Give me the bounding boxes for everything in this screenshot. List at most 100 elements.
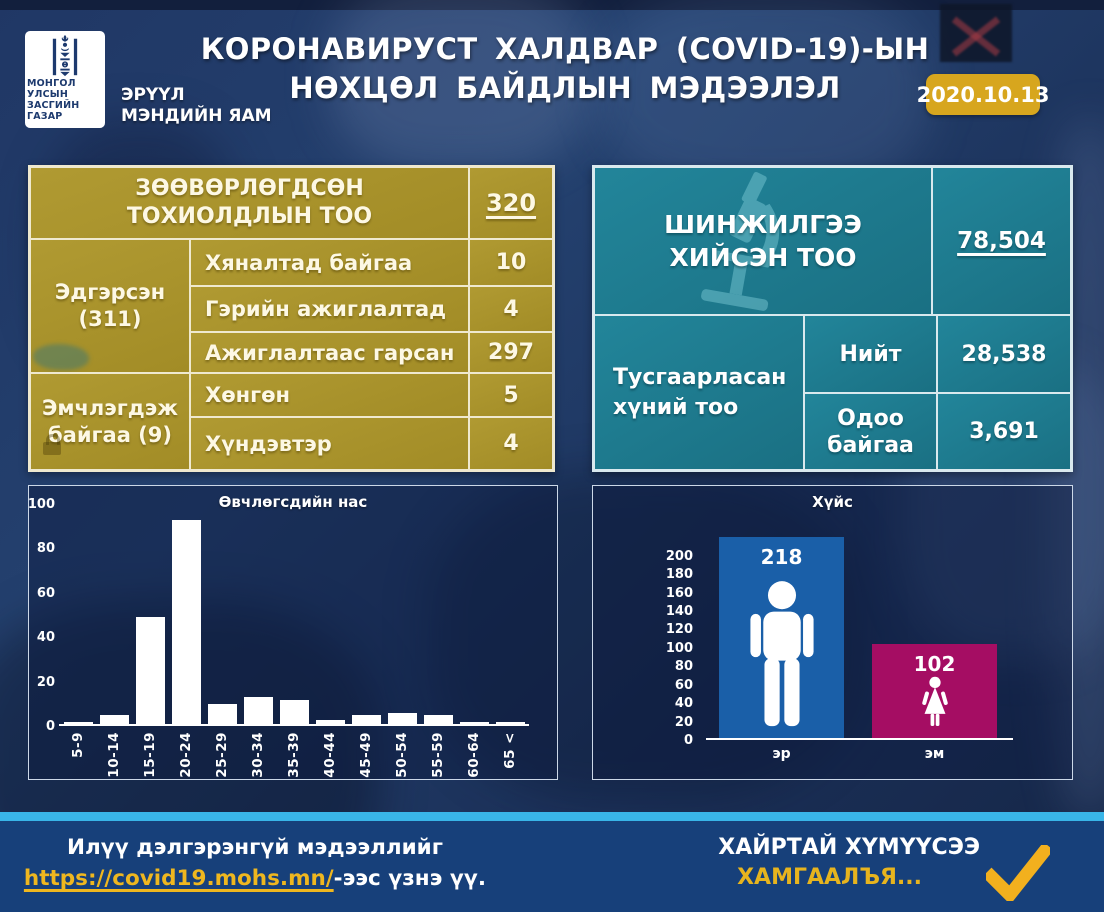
covid-site-link[interactable]: https://covid19.mohs.mn/	[23, 866, 334, 891]
row-label: Ажиглалтаас гарсан	[191, 333, 468, 372]
age-chart-yaxis: 0 20 40 60 80 100	[28, 497, 55, 734]
footer: Илүү дэлгэрэнгүй мэдээллийг https://covi…	[0, 821, 1104, 912]
hand-watermark	[33, 344, 89, 370]
microscope-icon	[701, 171, 780, 311]
checkmark-icon	[986, 845, 1050, 901]
government-logo: МОНГОЛ УЛСЫН ЗАСГИЙН ГАЗАР	[25, 31, 105, 128]
gender-chart-panel: Хүйс 0 20 40 60 80 100 120 140 160 180 200 218 102	[592, 485, 1073, 780]
slogan-line1: ХАЙРТАЙ ХҮМҮҮСЭЭ	[718, 835, 980, 860]
row-label: Хүндэвтэр	[191, 418, 468, 469]
gender-chart-plot: 218 102	[706, 528, 1013, 762]
age-xlabel: 40-44	[322, 732, 338, 778]
age-ytick: 20	[36, 674, 55, 690]
isolated-people-label: Тусгаарласан хүний тоо	[595, 316, 803, 469]
gender-ytick: 20	[674, 714, 693, 730]
age-xlabel: 50-54	[394, 732, 410, 778]
age-xlabel: 65 <	[502, 732, 518, 769]
logo-org-line1: МОНГОЛ УЛСЫН	[27, 78, 76, 100]
confirmed-total-value: 320	[470, 168, 552, 238]
row-value: 4	[470, 287, 552, 331]
title-line2: НӨХЦӨЛ БАЙДЛЫН МЭДЭЭЛЭЛ	[289, 71, 841, 105]
male-value: 218	[760, 545, 803, 570]
age-xlabel: 30-34	[250, 732, 266, 778]
age-xlabel: 25-29	[214, 732, 230, 778]
background-photo-blob	[600, 0, 930, 190]
ministry-name: ЭРҮҮЛ МЭНДИЙН ЯАМ	[121, 85, 272, 126]
gender-ytick: 60	[674, 677, 693, 693]
soyombo-icon	[52, 35, 78, 77]
age-xlabel: 55-59	[430, 732, 446, 778]
row-value: 10	[470, 240, 552, 285]
recovered-group-label: Эдгэрсэн (311)	[31, 240, 189, 372]
age-bar-65 <	[495, 721, 525, 724]
age-bar-20-24	[171, 519, 201, 724]
background-photo-blob	[330, 0, 590, 170]
age-ytick: 80	[36, 541, 55, 557]
age-ytick: 100	[27, 497, 55, 512]
female-category-label: эм	[924, 746, 945, 762]
age-chart-title: Өвчлөгсдийн нас	[218, 493, 368, 511]
gender-chart-yaxis: 0 20 40 60 80 100 120 140 160 180 200	[651, 528, 699, 748]
age-xlabel: 35-39	[286, 732, 302, 778]
age-bar-15-19	[135, 617, 165, 724]
confirmed-cases-table: ЗӨӨВӨРЛӨГДСӨН ТОХИОЛДЛЫН ТОО 320 Эдгэрсэ…	[28, 165, 555, 472]
age-chart-bars	[59, 504, 529, 726]
tests-performed-value: 78,504	[933, 168, 1070, 314]
row-label: Нийт	[805, 316, 936, 392]
male-icon	[749, 581, 814, 727]
age-ytick: 40	[36, 630, 55, 646]
background-x-sign	[940, 4, 1012, 62]
age-bar-10-14	[99, 715, 129, 724]
row-label: Хөнгөн	[191, 374, 468, 416]
gender-ytick: 80	[674, 659, 693, 675]
row-label: Хяналтад байгаа	[191, 240, 468, 285]
age-xlabel: 10-14	[106, 732, 122, 778]
age-bar-30-34	[243, 697, 273, 724]
age-bar-55-59	[423, 715, 453, 724]
age-ytick: 60	[36, 585, 55, 601]
footer-slogan: ХАЙРТАЙ ХҮМҮҮСЭЭ ХАМГААЛЪЯ...	[660, 833, 980, 893]
female-value: 102	[913, 651, 956, 676]
confirmed-table-title: ЗӨӨВӨРЛӨГДСӨН ТОХИОЛДЛЫН ТОО	[31, 168, 468, 238]
age-ytick: 0	[45, 719, 55, 734]
footer-info-suffix: -ээс үзнэ үү.	[333, 866, 487, 891]
age-bar-35-39	[279, 699, 309, 724]
gender-ytick: 100	[665, 640, 693, 656]
male-category-label: эр	[772, 746, 791, 762]
row-value: 28,538	[938, 316, 1070, 392]
footer-accent-strip	[0, 812, 1104, 821]
row-value: 297	[470, 333, 552, 372]
top-strip	[0, 0, 1104, 10]
female-icon	[921, 676, 948, 726]
row-value: 5	[470, 374, 552, 416]
page-title: КОРОНАВИРУСТ ХАЛДВАР (COVID-19)-ЫН НӨХЦӨ…	[170, 30, 960, 108]
logo-org-line2: ЗАСГИЙН ГАЗАР	[27, 100, 80, 122]
age-xlabel: 15-19	[142, 732, 158, 778]
footer-info-line1: Илүү дэлгэрэнгүй мэдээллийг	[67, 835, 443, 860]
gender-ytick: 40	[674, 696, 693, 712]
row-label: Гэрийн ажиглалтад	[191, 287, 468, 331]
slogan-line2: ХАМГААЛЪЯ...	[737, 865, 922, 890]
gender-ytick: 0	[683, 733, 693, 748]
title-line1: КОРОНАВИРУСТ ХАЛДВАР (COVID-19)-ЫН	[200, 32, 930, 66]
gender-ytick: 140	[665, 603, 693, 619]
age-xlabel: 20-24	[178, 732, 194, 778]
age-bar-25-29	[207, 704, 237, 724]
testing-table: ШИНЖИЛГЭЭ ХИЙСЭН ТОО 78,504 Тусгаарласан…	[592, 165, 1073, 472]
age-bar-60-64	[459, 721, 489, 724]
age-xlabel: 5-9	[70, 732, 86, 758]
age-bar-45-49	[351, 715, 381, 724]
date-badge: 2020.10.13	[917, 74, 1049, 115]
age-bar-50-54	[387, 712, 417, 724]
row-value: 3,691	[938, 394, 1070, 469]
lock-watermark	[43, 434, 61, 455]
age-bar-5-9	[63, 721, 93, 724]
footer-info: Илүү дэлгэрэнгүй мэдээллийг https://covi…	[20, 832, 490, 894]
gender-ytick: 200	[665, 548, 693, 564]
male-bar: 218	[719, 537, 844, 738]
row-value: 4	[470, 418, 552, 469]
age-chart-xlabels: 5-9 10-14 15-19 20-24 25-29 30-34 35-39 40-44 45…	[59, 732, 529, 778]
footer-info-line2: https://covid19.mohs.mn/-ээс үзнэ үү.	[20, 863, 490, 894]
gender-ytick: 160	[665, 585, 693, 601]
